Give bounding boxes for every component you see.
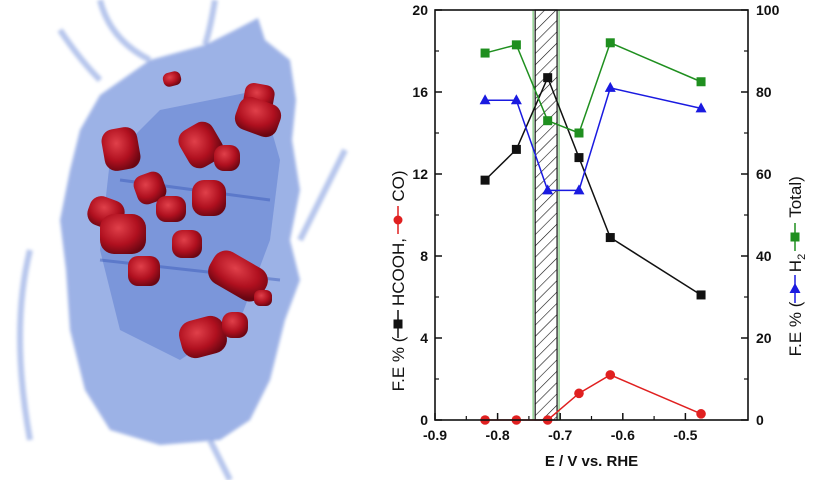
data-point (574, 153, 584, 163)
data-point (574, 388, 584, 399)
y-right-tick-label: 100 (756, 2, 780, 18)
legend-total-marker (790, 232, 800, 242)
data-point (696, 77, 706, 87)
y-left-tick-label: 0 (420, 412, 428, 428)
shaded-potential-region (532, 9, 560, 421)
data-point (511, 40, 521, 50)
y-right-label-h2-main: H (786, 260, 805, 272)
y-right-tick-label: 20 (756, 330, 772, 346)
series-layer (479, 38, 707, 425)
y-axis-right-label: F.E % ( H2 Total) (786, 176, 808, 356)
membrane-filaments (17, 0, 348, 480)
y-right-tick-label: 60 (756, 166, 772, 182)
y-left-tick-label: 4 (420, 330, 428, 346)
x-axis-label: E / V vs. RHE (545, 453, 638, 470)
y-right-tick-labels: 0 20 40 60 80 100 (756, 2, 780, 428)
faradaic-efficiency-chart: -0.9 -0.8 -0.7 -0.6 -0.5 0 4 8 12 16 20 0 20 40 60 80… (389, 2, 808, 470)
data-point (542, 184, 554, 195)
x-tick-label: -0.9 (423, 427, 447, 443)
series-h2 (479, 81, 707, 195)
x-tick-label: -0.5 (673, 427, 697, 443)
data-point (480, 48, 490, 58)
data-point (573, 184, 585, 195)
plot-frame (434, 9, 749, 421)
y-left-tick-labels: 0 4 8 12 16 20 (412, 2, 428, 428)
y-left-tick-label: 20 (412, 2, 428, 18)
y-right-tick-label: 80 (756, 84, 772, 100)
y-right-label-h2-sub: 2 (796, 254, 808, 260)
x-tick-label: -0.6 (611, 427, 635, 443)
data-point (696, 290, 706, 300)
series-line (484, 75, 702, 296)
data-point (604, 81, 616, 92)
data-point (479, 94, 491, 105)
data-point (480, 175, 490, 185)
legend-hcooh-marker (393, 319, 403, 329)
x-tick-label: -0.7 (548, 427, 572, 443)
data-point (605, 370, 616, 380)
data-point (696, 409, 706, 419)
y-left-label-co: CO) (389, 170, 408, 201)
data-point (543, 116, 553, 126)
shaded-region-hatch (534, 9, 558, 421)
y-left-tick-label: 12 (412, 166, 428, 182)
y-axis-left-label: F.E % ( HCOOH, CO) (389, 170, 408, 391)
y-left-tick-label: 16 (412, 84, 428, 100)
particle-render-image (17, 0, 348, 480)
data-point (543, 73, 553, 83)
series-line (485, 87, 702, 192)
y-left-tick-label: 8 (420, 248, 428, 264)
y-right-label-h2: H2 (786, 254, 808, 272)
legend-h2-marker (789, 283, 801, 293)
x-tick-label: -0.8 (486, 427, 510, 443)
data-point (695, 102, 707, 113)
y-left-label-hcooh: HCOOH, (389, 238, 408, 306)
series-co (480, 370, 706, 425)
series-total (480, 38, 706, 138)
y-right-label-prefix: F.E % ( (786, 301, 805, 356)
axis-ticks (434, 9, 748, 421)
y-right-tick-label: 0 (756, 412, 764, 428)
y-right-label-total: Total) (786, 176, 805, 218)
data-point (605, 38, 615, 48)
data-point (574, 128, 584, 138)
data-point (511, 144, 521, 154)
y-left-label-prefix: F.E % ( (389, 336, 408, 391)
nanoparticles (87, 71, 282, 359)
legend-co-marker (393, 215, 403, 225)
x-tick-labels: -0.9 -0.8 -0.7 -0.6 -0.5 (423, 427, 698, 443)
series-line (484, 41, 702, 134)
data-point (510, 94, 522, 105)
series-hcooh (480, 73, 706, 300)
series-line (485, 374, 702, 421)
y-right-tick-label: 40 (756, 248, 772, 264)
data-point (605, 233, 615, 243)
